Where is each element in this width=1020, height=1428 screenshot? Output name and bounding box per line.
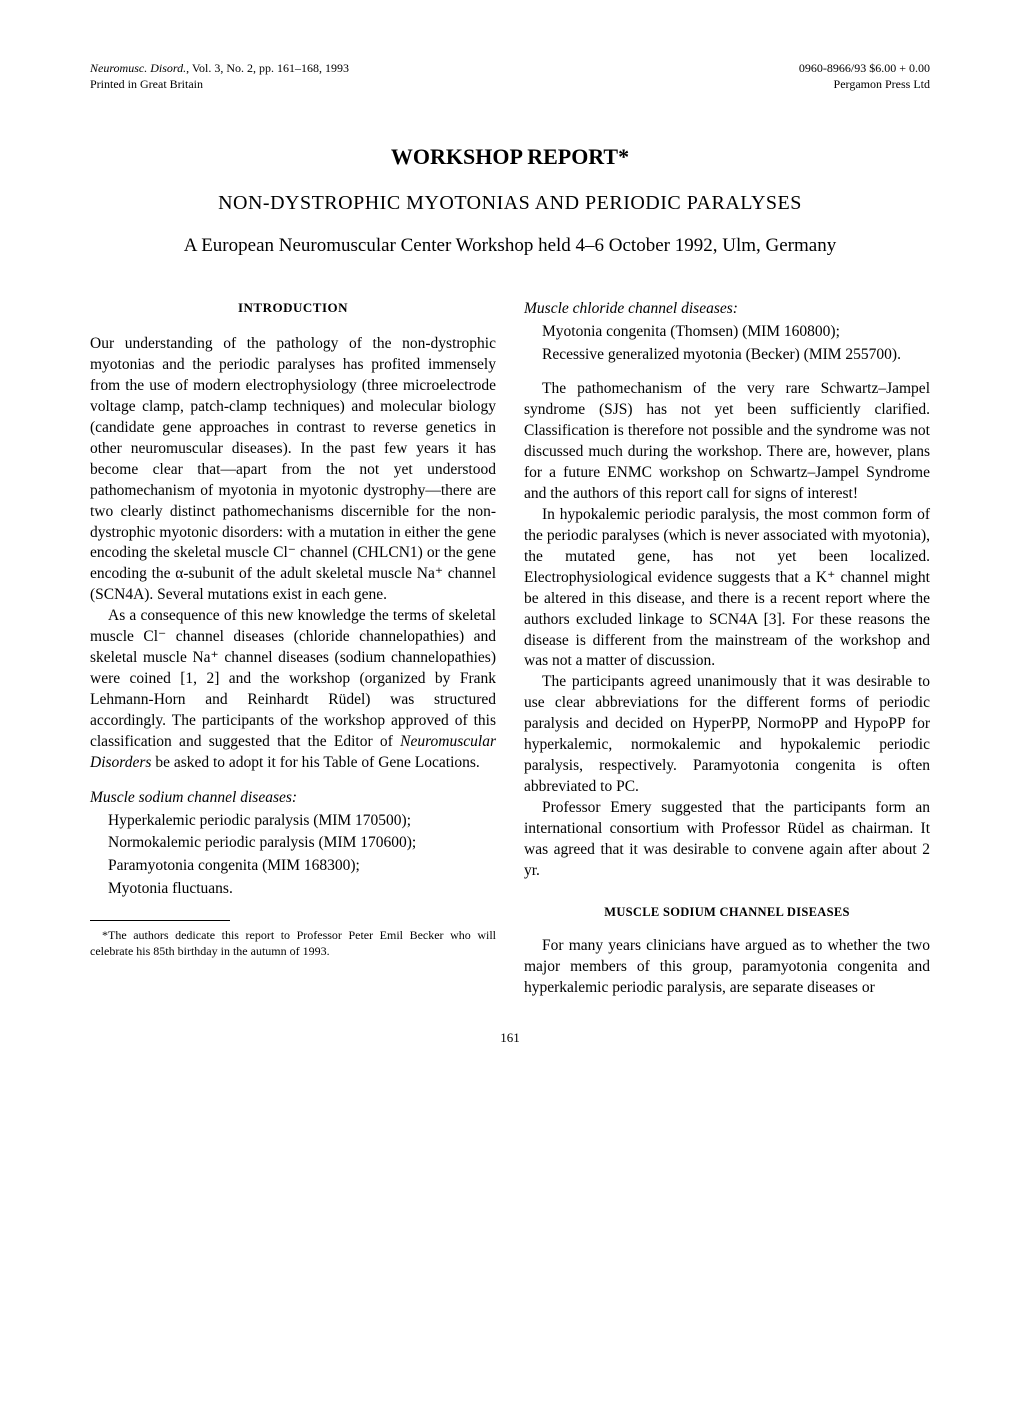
left-column: INTRODUCTION Our understanding of the pa… xyxy=(90,299,496,1000)
footnote-rule xyxy=(90,920,230,921)
page-number: 161 xyxy=(90,1029,930,1047)
running-header: Neuromusc. Disord., Vol. 3, No. 2, pp. 1… xyxy=(90,60,930,92)
list-item: Paramyotonia congenita (MIM 168300); xyxy=(108,856,496,877)
intro-para-2: As a consequence of this new knowledge t… xyxy=(90,606,496,773)
issn-price: 0960-8966/93 $6.00 + 0.00 xyxy=(799,61,930,75)
right-para-5: For many years clinicians have argued as… xyxy=(524,936,930,999)
sodium-subhead: Muscle sodium channel diseases: xyxy=(90,788,496,809)
list-item: Recessive generalized myotonia (Becker) … xyxy=(542,345,930,366)
intro-para-1: Our understanding of the pathology of th… xyxy=(90,334,496,606)
sodium-section-heading: MUSCLE SODIUM CHANNEL DISEASES xyxy=(524,904,930,921)
two-column-body: INTRODUCTION Our understanding of the pa… xyxy=(90,299,930,1000)
header-right: 0960-8966/93 $6.00 + 0.00 Pergamon Press… xyxy=(799,60,930,92)
printed-in: Printed in Great Britain xyxy=(90,77,203,91)
intro-heading: INTRODUCTION xyxy=(90,299,496,317)
right-column: Muscle chloride channel diseases: Myoton… xyxy=(524,299,930,1000)
article-title: NON-DYSTROPHIC MYOTONIAS AND PERIODIC PA… xyxy=(90,190,930,217)
list-item: Normokalemic periodic paralysis (MIM 170… xyxy=(108,833,496,854)
right-para-1: The pathomechanism of the very rare Schw… xyxy=(524,379,930,505)
list-item: Myotonia fluctuans. xyxy=(108,879,496,900)
chloride-subhead: Muscle chloride channel diseases: xyxy=(524,299,930,320)
article-subtitle: A European Neuromuscular Center Workshop… xyxy=(90,233,930,259)
list-item: Myotonia congenita (Thomsen) (MIM 160800… xyxy=(542,322,930,343)
vol-info: , Vol. 3, No. 2, pp. 161–168, 1993 xyxy=(186,61,349,75)
right-para-4: Professor Emery suggested that the parti… xyxy=(524,798,930,882)
publisher: Pergamon Press Ltd xyxy=(834,77,930,91)
right-para-2: In hypokalemic periodic paralysis, the m… xyxy=(524,505,930,672)
right-para-3: The participants agreed unanimously that… xyxy=(524,672,930,798)
journal-citation: Neuromusc. Disord. xyxy=(90,61,186,75)
header-left: Neuromusc. Disord., Vol. 3, No. 2, pp. 1… xyxy=(90,60,349,92)
footnote-text: *The authors dedicate this report to Pro… xyxy=(90,927,496,959)
list-item: Hyperkalemic periodic paralysis (MIM 170… xyxy=(108,811,496,832)
article-type: WORKSHOP REPORT* xyxy=(90,142,930,172)
